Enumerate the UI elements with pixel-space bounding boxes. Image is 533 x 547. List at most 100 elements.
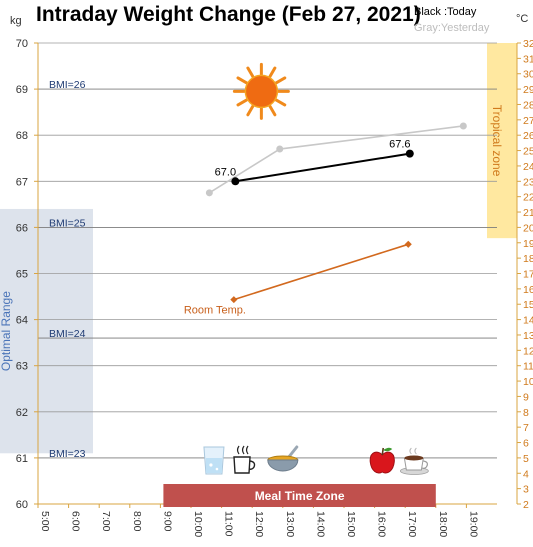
optimal-range-zone — [0, 208, 93, 454]
right-tick-label: 6 — [523, 438, 529, 450]
right-tick-label: 2 — [523, 499, 529, 511]
chart-title: Intraday Weight Change (Feb 27, 2021) — [36, 3, 421, 26]
mug-handle — [422, 460, 428, 469]
bmi-label: BMI=24 — [49, 328, 86, 340]
x-tick-label: 18:00 — [437, 511, 449, 537]
right-tick-label: 10 — [523, 376, 533, 388]
cup-steam — [236, 445, 249, 455]
data-label: 67.0 — [215, 166, 236, 178]
right-tick-label: 26 — [523, 130, 533, 142]
sun-ray — [274, 98, 287, 107]
yesterday-point — [205, 189, 213, 197]
today-point — [405, 149, 414, 158]
legend-yesterday: Gray:Yesterday — [414, 22, 490, 34]
x-tick-label: 13:00 — [284, 511, 296, 537]
right-tick-label: 24 — [523, 161, 533, 173]
right-tick-label: 9 — [523, 391, 529, 403]
right-tick-label: 29 — [523, 84, 533, 96]
right-tick-label: 25 — [523, 146, 533, 158]
x-tick-label: 16:00 — [376, 511, 388, 537]
left-tick-label: 68 — [16, 130, 28, 142]
coffee-mug-icon — [399, 447, 429, 475]
right-tick-label: 19 — [523, 238, 533, 250]
left-tick-label: 64 — [16, 315, 28, 327]
right-tick-label: 30 — [523, 69, 533, 81]
tropical-zone-label: Tropical zone — [490, 105, 504, 177]
cup-handle — [248, 460, 256, 470]
room-temp-point — [404, 240, 412, 248]
x-tick-label: 14:00 — [314, 511, 326, 537]
glass-bubble — [215, 467, 219, 471]
right-tick-label: 28 — [523, 99, 533, 111]
right-tick-label: 7 — [523, 422, 529, 434]
left-tick-label: 61 — [16, 453, 28, 465]
apple-stem — [381, 447, 385, 456]
sun-ray — [274, 76, 287, 85]
x-tick-label: 7:00 — [100, 511, 112, 532]
right-tick-label: 17 — [523, 269, 533, 281]
x-tick-label: 5:00 — [39, 511, 51, 532]
meal-time-zone — [163, 484, 436, 507]
yesterday-point — [276, 145, 284, 153]
bmi-label: BMI=25 — [49, 217, 86, 229]
x-tick-label: 10:00 — [192, 511, 204, 537]
apple-leaf — [383, 447, 393, 452]
right-tick-label: 8 — [523, 407, 529, 419]
x-tick-label: 6:00 — [70, 511, 82, 532]
left-axis-unit: kg — [10, 15, 22, 27]
cup-body — [233, 456, 251, 474]
coffee-cup-icon — [233, 445, 256, 474]
sun-ray — [268, 104, 277, 117]
glass-bubble — [209, 463, 213, 467]
right-tick-label: 21 — [523, 207, 533, 219]
x-tick-label: 12:00 — [253, 511, 265, 537]
series-line-today — [235, 152, 410, 183]
x-tick-label: 8:00 — [131, 511, 143, 532]
sun-icon — [232, 62, 290, 120]
today-point — [231, 177, 240, 186]
data-label: 67.6 — [389, 139, 410, 151]
bowl-body — [267, 459, 299, 472]
right-tick-label: 5 — [523, 453, 529, 465]
left-tick-label: 63 — [16, 361, 28, 373]
sun-ray — [236, 76, 249, 85]
series-line-room_temp — [233, 243, 409, 301]
x-tick-label: 11:00 — [223, 511, 235, 537]
right-axis-unit: °C — [516, 13, 528, 25]
bmi-label: BMI=23 — [49, 448, 86, 460]
left-tick-label: 66 — [16, 222, 28, 234]
right-tick-label: 12 — [523, 345, 533, 357]
right-tick-label: 22 — [523, 192, 533, 204]
right-tick-label: 13 — [523, 330, 533, 342]
apple-icon — [369, 447, 395, 474]
right-tick-label: 11 — [523, 361, 533, 373]
right-tick-label: 23 — [523, 176, 533, 188]
bowl-spoon — [287, 445, 299, 459]
x-tick-label: 19:00 — [467, 511, 479, 537]
right-tick-label: 14 — [523, 315, 533, 327]
x-tick-label: 15:00 — [345, 511, 357, 537]
right-tick-label: 16 — [523, 284, 533, 296]
optimal-range-label: Optimal Range — [0, 291, 13, 371]
meal-time-zone-label: Meal Time Zone — [255, 489, 345, 503]
left-tick-label: 70 — [16, 38, 28, 50]
left-tick-label: 67 — [16, 176, 28, 188]
x-tick-label: 9:00 — [161, 511, 173, 532]
left-tick-label: 62 — [16, 407, 28, 419]
series-line-yesterday — [208, 125, 464, 194]
right-tick-label: 20 — [523, 222, 533, 234]
sun-ray — [246, 66, 255, 79]
mug-coffee — [404, 455, 424, 461]
yesterday-point — [459, 122, 467, 130]
water-glass-icon — [203, 446, 225, 475]
soup-bowl-icon — [267, 445, 299, 472]
tropical-zone — [487, 43, 517, 239]
right-tick-label: 27 — [523, 115, 533, 127]
room-temp-point — [230, 296, 238, 304]
left-tick-label: 60 — [16, 499, 28, 511]
right-tick-label: 15 — [523, 299, 533, 311]
right-tick-label: 3 — [523, 484, 529, 496]
right-tick-label: 18 — [523, 253, 533, 265]
mug-steam — [409, 447, 417, 455]
